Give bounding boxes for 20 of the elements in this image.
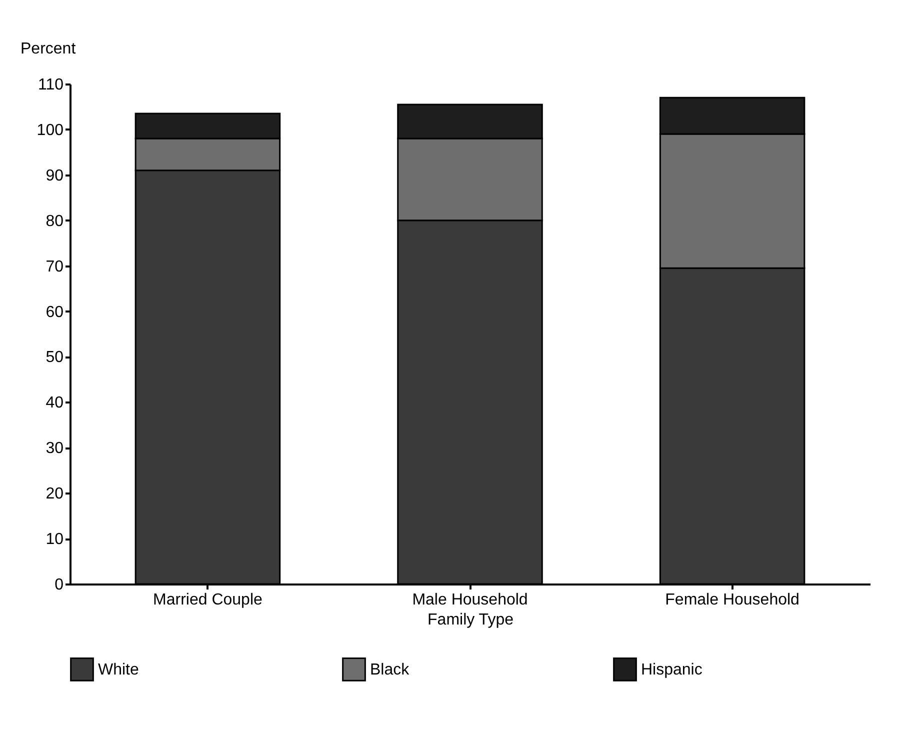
legend-label: White xyxy=(98,661,139,678)
y-tick-label: 10 xyxy=(46,531,64,548)
x-tick-label: Male Household xyxy=(412,592,528,608)
y-tick-label: 30 xyxy=(46,440,64,458)
y-tick-label: 110 xyxy=(38,76,64,94)
y-tick-label: 70 xyxy=(46,258,64,276)
y-tick-label: 0 xyxy=(54,576,64,594)
legend-label: Black xyxy=(370,661,410,678)
y-tick-label: 60 xyxy=(46,304,64,321)
x-axis-title: Family Type xyxy=(428,612,514,628)
x-tick-label: Female Household xyxy=(665,592,800,608)
y-tick-label: 40 xyxy=(46,394,64,412)
y-tick-label: 50 xyxy=(46,349,64,366)
y-axis-title: Percent xyxy=(20,40,76,58)
legend-label: Hispanic xyxy=(641,661,702,678)
y-tick-label: 80 xyxy=(46,212,64,230)
y-tick-label: 20 xyxy=(46,486,64,503)
y-tick-label: 90 xyxy=(46,167,64,184)
y-tick-label: 100 xyxy=(36,122,64,139)
x-tick-label: Married Couple xyxy=(153,592,262,608)
